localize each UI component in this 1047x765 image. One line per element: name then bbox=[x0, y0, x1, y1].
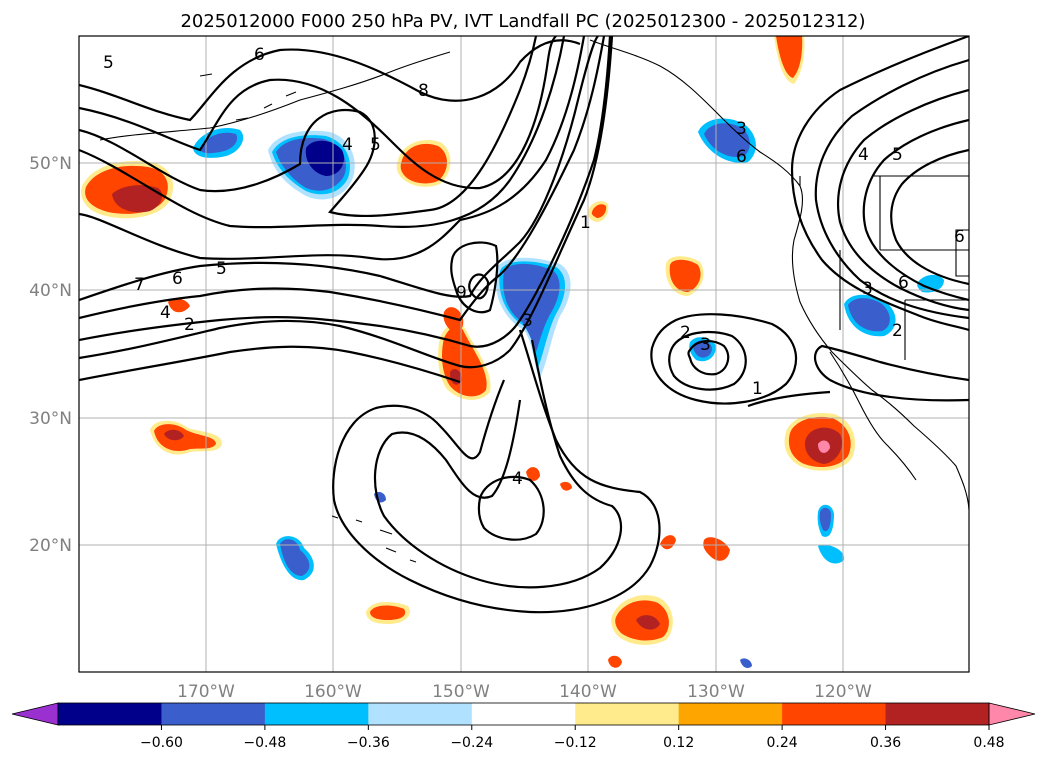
colorbar-segment bbox=[368, 703, 473, 725]
contour-label: 5 bbox=[370, 135, 381, 155]
contour-label: 6 bbox=[172, 269, 183, 289]
colorbar-tick-label: 0.36 bbox=[870, 735, 901, 751]
colorbar-segment bbox=[885, 703, 990, 725]
lat-label: 30°N bbox=[29, 409, 72, 429]
colorbar: −0.60 −0.48 −0.36 −0.24 −0.12 0.12 0.24 0.36 0.4… bbox=[11, 702, 1036, 751]
contour-label: 4 bbox=[160, 303, 171, 323]
contour-label: 1 bbox=[752, 379, 763, 399]
colorbar-outline bbox=[57, 702, 990, 726]
contour-label: 3 bbox=[736, 119, 747, 139]
contour-labels: 5 6 8 4 5 7 6 5 4 2 9 3 1 2 3 1 4 4 5 6 bbox=[103, 45, 965, 489]
contour-label: 3 bbox=[862, 279, 873, 299]
contour-label: 4 bbox=[858, 145, 869, 165]
colorbar-tick-label: 0.12 bbox=[663, 735, 694, 751]
colorbar-segment bbox=[58, 703, 162, 725]
contour-label: 2 bbox=[680, 323, 691, 343]
lon-label: 120°W bbox=[814, 682, 872, 702]
gridlines bbox=[79, 36, 969, 672]
contour-label: 2 bbox=[892, 321, 903, 341]
contour-label: 2 bbox=[184, 315, 195, 335]
lon-label: 160°W bbox=[304, 682, 362, 702]
colorbar-segment bbox=[575, 703, 680, 725]
pv-contours bbox=[79, 36, 969, 614]
colorbar-tick-label: 0.48 bbox=[973, 735, 1004, 751]
contour-label: 5 bbox=[892, 145, 903, 165]
contour-label: 5 bbox=[103, 53, 114, 73]
contour-label: 8 bbox=[418, 81, 429, 101]
contour-label: 6 bbox=[898, 273, 909, 293]
lat-label: 40°N bbox=[29, 281, 72, 301]
contour-label: 3 bbox=[700, 335, 711, 355]
colorbar-segment bbox=[161, 703, 266, 725]
contour-label: 6 bbox=[954, 227, 965, 247]
lat-label: 50°N bbox=[29, 154, 72, 174]
contour-label: 7 bbox=[134, 275, 145, 295]
coastlines bbox=[99, 39, 969, 563]
lat-label: 20°N bbox=[29, 536, 72, 556]
colorbar-tick-label: −0.24 bbox=[450, 735, 493, 751]
lon-label: 170°W bbox=[177, 682, 235, 702]
contour-label: 3 bbox=[522, 311, 533, 331]
contour-label: 6 bbox=[736, 147, 747, 167]
colorbar-tick-label: −0.36 bbox=[347, 735, 390, 751]
contour-label: 4 bbox=[342, 135, 353, 155]
colorbar-tick-label: −0.48 bbox=[243, 735, 286, 751]
map-frame bbox=[78, 35, 970, 673]
colorbar-segment bbox=[782, 703, 887, 725]
longitude-labels: 170°W 160°W 150°W 140°W 130°W 120°W bbox=[177, 682, 872, 702]
contour-label: 1 bbox=[580, 213, 591, 233]
contour-label: 6 bbox=[254, 45, 265, 65]
contour-label: 4 bbox=[512, 469, 523, 489]
colorbar-tick-label: −0.12 bbox=[554, 735, 597, 751]
contour-label: 5 bbox=[216, 259, 227, 279]
lon-label: 150°W bbox=[432, 682, 490, 702]
colorbar-segment bbox=[264, 703, 369, 725]
lon-label: 130°W bbox=[687, 682, 745, 702]
colorbar-extend-high bbox=[988, 702, 1036, 726]
colorbar-extend-low bbox=[11, 702, 59, 726]
colorbar-segment bbox=[471, 703, 576, 725]
colorbar-tick-label: −0.60 bbox=[140, 735, 183, 751]
latitude-labels: 50°N 40°N 30°N 20°N bbox=[29, 154, 72, 556]
figure-title: 2025012000 F000 250 hPa PV, IVT Landfall… bbox=[180, 11, 865, 32]
map-panel: 5 6 8 4 5 7 6 5 4 2 9 3 1 2 3 1 4 4 5 6 bbox=[78, 35, 970, 673]
colorbar-tick-label: 0.24 bbox=[767, 735, 798, 751]
colorbar-segment bbox=[678, 703, 783, 725]
contour-label: 9 bbox=[456, 283, 467, 303]
lon-label: 140°W bbox=[559, 682, 617, 702]
